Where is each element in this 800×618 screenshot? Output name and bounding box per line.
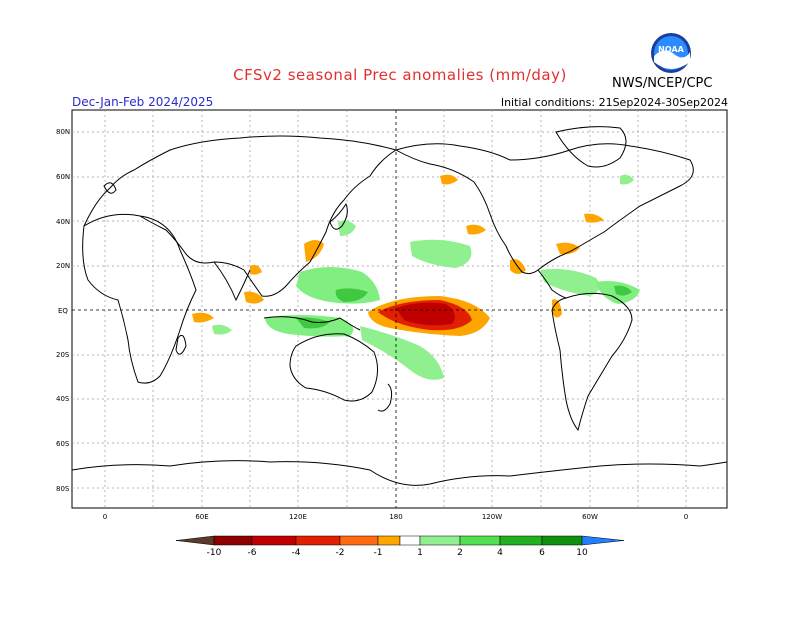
dry-anomaly-north-atlantic xyxy=(440,174,458,185)
dry-anomaly-eurasia xyxy=(250,264,262,275)
colorbar-segment xyxy=(541,535,583,546)
dry-anomaly-central-pacific-core xyxy=(396,302,455,326)
colorbar-label: 6 xyxy=(539,548,545,558)
longitude-axis: 0 60E 120E 180 120W 60W 0 xyxy=(103,513,688,521)
wet-anomaly-canada xyxy=(620,174,634,185)
lat-tick-label: 80S xyxy=(56,485,70,493)
lat-tick-label: 80N xyxy=(56,128,70,136)
coast-madagascar xyxy=(175,334,187,355)
colorbar-labels: -10 -6 -4 -2 -1 1 2 4 6 10 xyxy=(207,548,588,558)
season-label: Dec-Jan-Feb 2024/2025 xyxy=(72,95,214,109)
coast-uk xyxy=(103,182,117,194)
lon-tick-label: 0 xyxy=(684,513,688,521)
wet-anomaly-westpac-core xyxy=(335,288,368,302)
colorbar-label: 2 xyxy=(457,548,463,558)
colorbar-segment xyxy=(339,535,379,546)
colorbar-label: 4 xyxy=(497,548,503,558)
coast-antarctica xyxy=(71,460,728,486)
colorbar-segment xyxy=(213,535,253,546)
dry-anomaly-indian-ocean xyxy=(192,312,214,323)
svg-text:NOAA: NOAA xyxy=(658,45,684,54)
coast-north-america xyxy=(395,143,694,275)
lat-tick-label: 60N xyxy=(56,173,70,181)
wet-anomaly-caribbean xyxy=(540,269,600,296)
lat-tick-label: 40N xyxy=(56,218,70,226)
colorbar-label: -1 xyxy=(374,548,383,558)
colorbar-arrow-low xyxy=(175,535,215,546)
colorbar-segment xyxy=(295,535,341,546)
colorbar-segment xyxy=(251,535,297,546)
lon-tick-label: 120W xyxy=(482,513,502,521)
dry-anomaly-south-america xyxy=(552,299,562,318)
wet-anomaly-brazil-core xyxy=(614,285,632,296)
map-title: CFSv2 seasonal Prec anomalies (mm/day) xyxy=(233,66,567,84)
coast-indonesia xyxy=(263,316,361,331)
wet-anomaly-africa xyxy=(212,324,232,335)
colorbar-segment xyxy=(377,535,401,546)
noaa-logo-icon: NOAA xyxy=(651,33,691,73)
colorbar-label: 10 xyxy=(576,548,588,558)
lat-tick-label: EQ xyxy=(58,307,68,315)
wet-anomaly-maritime-core xyxy=(296,317,330,329)
coast-south-america xyxy=(551,292,633,432)
lat-tick-label: 20N xyxy=(56,262,70,270)
coast-new-zealand xyxy=(377,383,393,412)
colorbar-segment xyxy=(499,535,543,546)
colorbar-arrow-high xyxy=(581,535,625,546)
colorbar-segment xyxy=(399,535,421,546)
dry-anomaly-greenland xyxy=(584,213,604,223)
colorbar-label: -4 xyxy=(292,548,301,558)
dry-anomaly-nepac xyxy=(466,224,486,235)
anomaly-shading xyxy=(192,174,640,380)
colorbar-label: -10 xyxy=(207,548,222,558)
latitude-axis: 80N 60N 40N 20N EQ 20S 40S 60S 80S xyxy=(56,128,70,493)
colorbar xyxy=(175,535,625,546)
lat-tick-label: 40S xyxy=(56,395,70,403)
lon-tick-label: 180 xyxy=(389,513,402,521)
lon-tick-label: 60E xyxy=(195,513,208,521)
colorbar-label: 1 xyxy=(417,548,423,558)
coastlines xyxy=(71,126,728,486)
lat-tick-label: 20S xyxy=(56,351,70,359)
lat-tick-label: 60S xyxy=(56,440,70,448)
coast-greenland xyxy=(555,126,627,168)
lon-tick-label: 0 xyxy=(103,513,107,521)
colorbar-label: -6 xyxy=(248,548,257,558)
wet-anomaly-northpac xyxy=(410,239,472,268)
agency-label: NWS/NCEP/CPC xyxy=(612,76,713,91)
coast-africa xyxy=(82,213,197,384)
coast-japan xyxy=(329,202,348,230)
wet-anomaly-spcz xyxy=(360,326,444,380)
colorbar-segment xyxy=(419,535,461,546)
lon-tick-label: 60W xyxy=(582,513,598,521)
initial-conditions-label: Initial conditions: 21Sep2024-30Sep2024 xyxy=(500,96,728,109)
coast-europe-asia xyxy=(83,135,398,297)
coast-central-america xyxy=(537,269,567,299)
dry-anomaly-seasia xyxy=(244,291,264,304)
coast-australia xyxy=(289,333,378,402)
coast-india xyxy=(213,261,251,302)
colorbar-segment xyxy=(459,535,501,546)
lon-tick-label: 120E xyxy=(289,513,307,521)
colorbar-label: -2 xyxy=(336,548,345,558)
dry-anomaly-us-southeast xyxy=(556,242,580,255)
